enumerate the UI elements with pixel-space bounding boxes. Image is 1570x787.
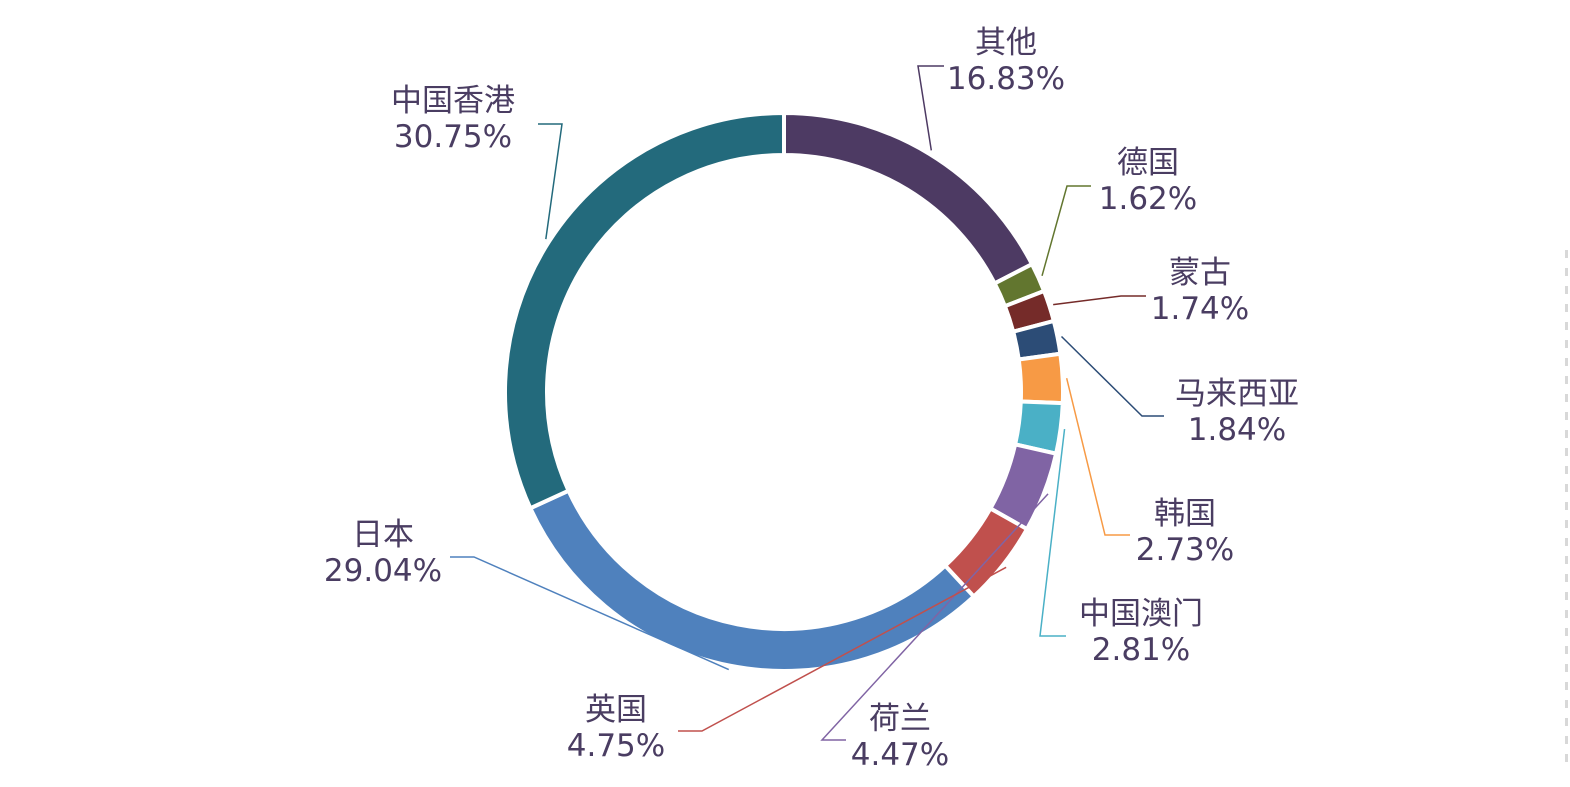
leader-line-中国香港 — [538, 123, 563, 240]
slice-label-蒙古: 蒙古 — [1169, 255, 1231, 291]
slice-韩国 — [1016, 351, 1065, 406]
slice-value-韩国: 2.73% — [1136, 532, 1234, 568]
slice-label-其他: 其他 — [975, 25, 1037, 61]
slice-中国香港 — [503, 110, 786, 511]
slice-value-日本: 29.04% — [324, 553, 442, 589]
slice-label-英国: 英国 — [585, 692, 647, 728]
leader-line-其他 — [917, 65, 944, 151]
slice-value-德国: 1.62% — [1099, 181, 1197, 217]
page-edge-decoration — [1565, 250, 1568, 770]
slice-label-德国: 德国 — [1117, 145, 1179, 181]
slice-label-马来西亚: 马来西亚 — [1175, 376, 1299, 412]
slice-label-荷兰: 荷兰 — [869, 701, 931, 737]
slice-value-中国香港: 30.75% — [394, 119, 512, 155]
leader-line-韩国 — [1065, 378, 1130, 536]
leader-line-荷兰 — [820, 493, 1049, 741]
leader-line-日本 — [450, 556, 730, 671]
slice-其他 — [782, 110, 1035, 287]
slice-value-中国澳门: 2.81% — [1092, 632, 1190, 668]
leader-line-中国澳门 — [1039, 428, 1066, 637]
leader-line-马来西亚 — [1060, 335, 1164, 417]
slice-label-中国澳门: 中国澳门 — [1079, 596, 1203, 632]
slice-label-韩国: 韩国 — [1154, 496, 1216, 532]
slice-value-其他: 16.83% — [947, 61, 1065, 97]
slice-value-马来西亚: 1.84% — [1188, 412, 1286, 448]
leader-line-英国 — [678, 566, 1007, 732]
chart-leader-lines — [450, 65, 1164, 741]
slice-value-荷兰: 4.47% — [851, 737, 949, 773]
slice-日本 — [527, 488, 977, 673]
slice-label-日本: 日本 — [352, 517, 414, 553]
slice-value-蒙古: 1.74% — [1151, 291, 1249, 327]
slice-value-英国: 4.75% — [567, 728, 665, 764]
leader-line-蒙古 — [1053, 295, 1146, 306]
chart-slices — [503, 110, 1065, 673]
slice-label-中国香港: 中国香港 — [391, 83, 515, 119]
leader-line-德国 — [1041, 185, 1091, 276]
